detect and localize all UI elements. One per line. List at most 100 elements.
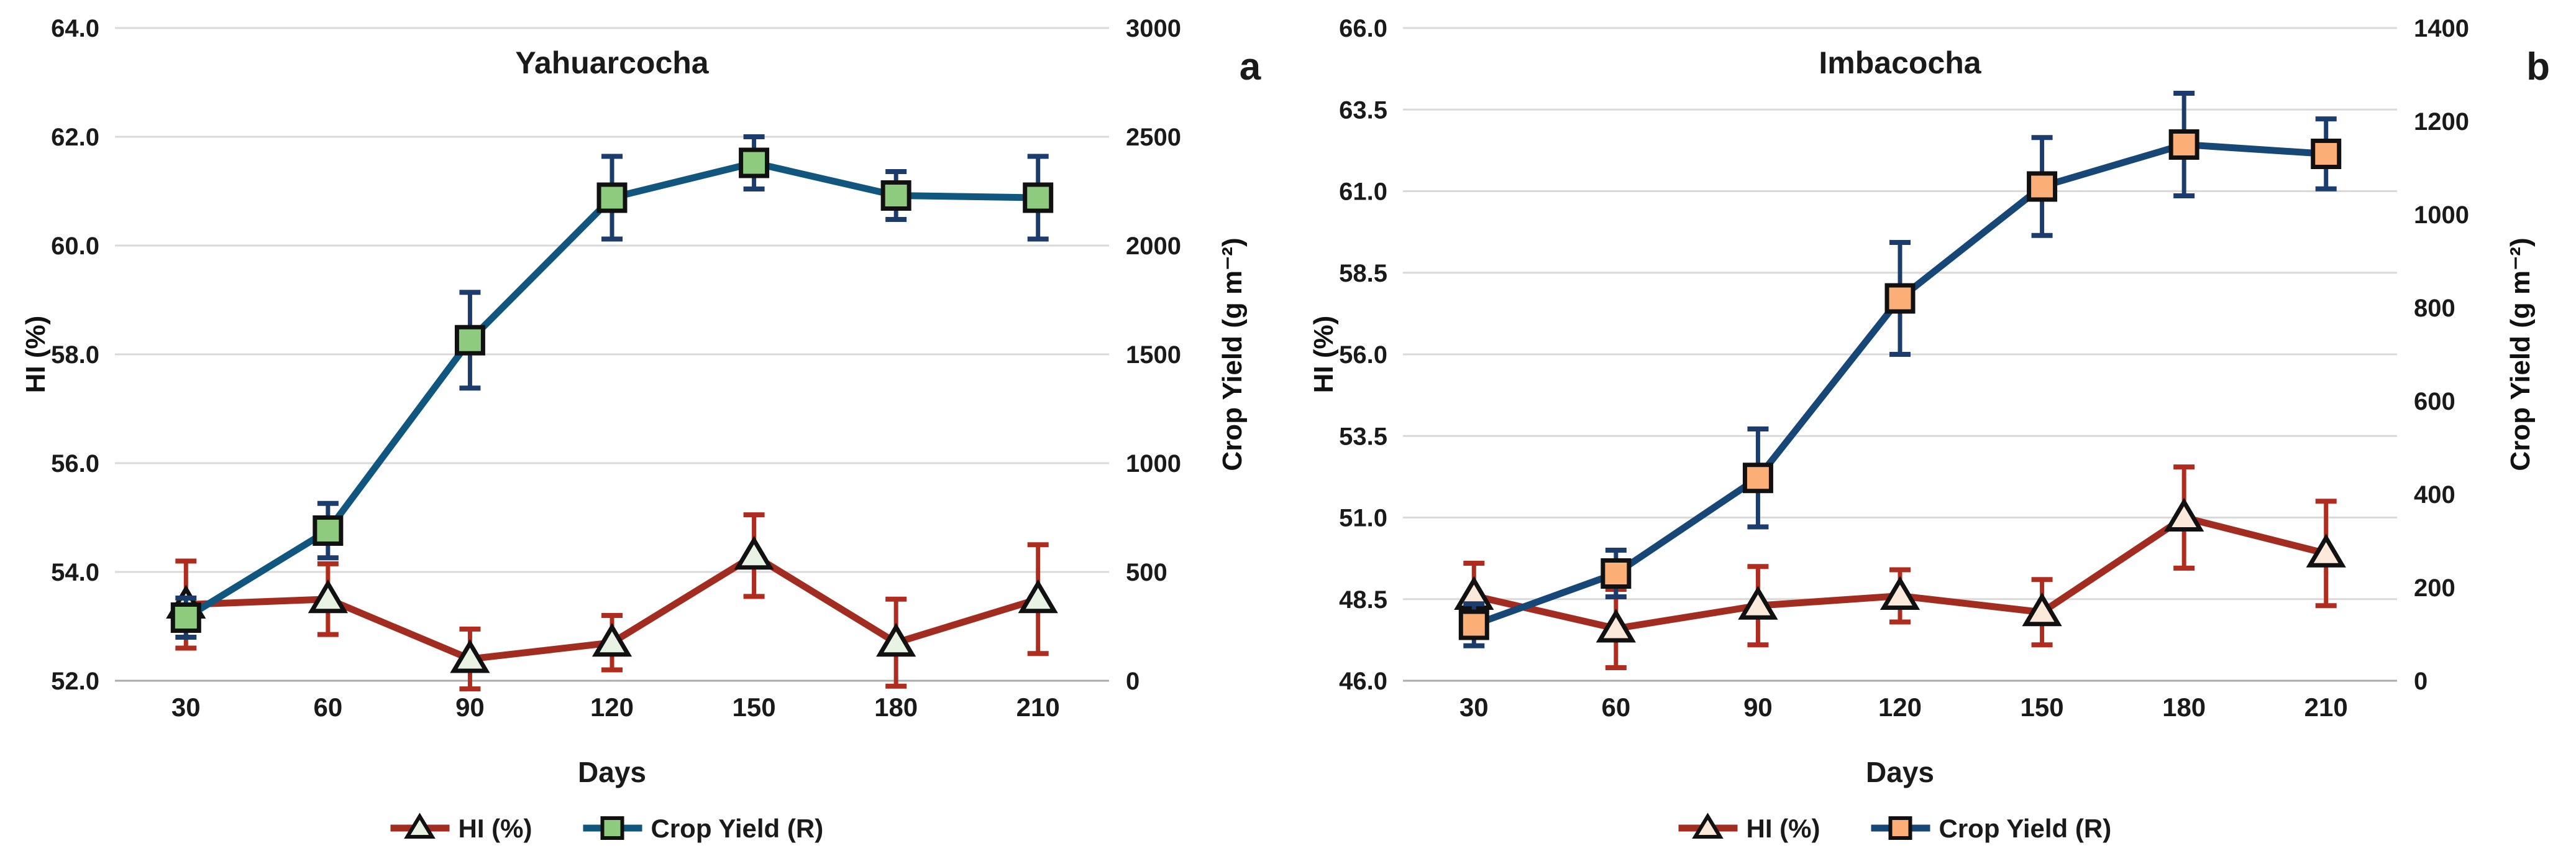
left-axis-tick-label: 60.0 [51,233,99,260]
right-axis-tick-label: 1400 [2414,15,2469,42]
panel-letter: a [1240,45,1261,88]
right-axis-tick-label: 0 [2414,668,2428,695]
left-axis-tick-label: 48.5 [1339,586,1387,614]
data-point-marker [734,535,774,570]
legend-label: HI (%) [1747,814,1820,843]
x-axis-tick-label: 30 [171,693,201,722]
data-point-marker [1458,609,1489,640]
x-axis-title: Days [578,756,646,788]
chart-panel-imbacocha: 66.0 63.5 61.0 58.5 56.0 53.5 51.0 48.5 46.0 1400… [1288,0,2576,866]
data-point-marker [170,602,201,633]
x-axis-tick-label: 120 [1878,693,1922,722]
left-axis-tick-label: 56.0 [1339,341,1387,369]
left-axis-tick-label: 53.5 [1339,423,1387,450]
right-axis-tick-label: 1000 [1126,450,1181,477]
left-axis-tick-label: 46.0 [1339,668,1387,695]
left-axis-tick-label: 51.0 [1339,505,1387,532]
right-axis-tick-label: 2000 [1126,233,1181,260]
chart-background [1288,0,2576,866]
data-point-marker [450,639,490,673]
right-axis-tick-label: 1000 [2414,201,2469,229]
right-axis-tick-label: 0 [1126,668,1140,695]
data-point-marker [2306,533,2346,568]
right-axis-tick-label: 500 [1126,559,1167,586]
data-point-marker [876,622,916,657]
left-axis-tick-label: 54.0 [51,559,99,586]
x-axis-tick-label: 210 [1016,693,1060,722]
x-axis-tick-label: 60 [313,693,342,722]
left-axis-tick-label: 52.0 [51,668,99,695]
x-axis-tick-label: 210 [2304,693,2348,722]
legend-marker-square [600,816,624,840]
gridlines [115,27,1109,682]
right-axis-tick-label: 3000 [1126,15,1181,42]
legend-marker-square [1888,816,1912,840]
left-axis-tick-label: 58.0 [51,341,99,369]
left-axis-tick-label: 61.0 [1339,178,1387,206]
chart-b-svg: 66.0 63.5 61.0 58.5 56.0 53.5 51.0 48.5 46.0 1400… [1288,0,2576,866]
x-axis-tick-label: 90 [455,693,485,722]
data-point-marker [1738,586,1778,620]
left-axis-title: HI (%) [1309,316,1339,394]
right-axis-tick-label: 400 [2414,481,2455,509]
data-point-marker [2168,129,2199,160]
panel-letter: b [2526,45,2550,88]
legend-label: Crop Yield (R) [1939,814,2112,843]
chart-title: Imbacocha [1819,45,1981,80]
data-point-marker [591,622,633,657]
data-point-marker [1884,283,1916,314]
left-axis-tick-label: 62.0 [51,124,99,151]
data-point-marker [596,182,628,213]
x-axis-tick-label: 150 [2021,693,2064,722]
right-axis-tick-label: 2500 [1126,124,1181,151]
legend-marker-triangle [1692,813,1724,839]
left-axis-tick-label: 66.0 [1339,15,1387,42]
legend: HI (%) Crop Yield (R) [390,813,824,843]
chart-background [0,0,1288,866]
data-point-marker [1742,463,1773,494]
x-axis-tick-label: 30 [1459,693,1489,722]
x-axis-tick-label: 180 [2162,693,2206,722]
data-point-marker [308,579,348,614]
left-axis-tick-label: 58.5 [1339,260,1387,287]
data-point-marker [454,325,485,356]
right-axis-title: Crop Yield (g m⁻²) [2505,237,2536,471]
right-axis-tick-label: 800 [2414,295,2455,322]
x-axis-title: Days [1866,756,1934,788]
left-axis-tick-label: 64.0 [51,15,99,42]
data-point-marker [2164,497,2204,532]
x-axis-tick-label: 60 [1601,693,1630,722]
data-point-marker [1879,576,1921,610]
left-axis-tick-label: 63.5 [1339,96,1387,124]
data-point-marker [2311,139,2342,169]
series-hi [166,512,1058,692]
left-axis-tick-label: 56.0 [51,450,99,477]
right-axis-tick-label: 1200 [2414,108,2469,136]
x-axis-tick-label: 150 [733,693,776,722]
data-point-marker [1596,609,1636,643]
x-axis-tick-label: 90 [1743,693,1773,722]
right-axis-tick-label: 200 [2414,574,2455,602]
data-point-marker [1018,579,1058,614]
data-point-marker [880,180,911,211]
data-point-marker [2022,592,2062,627]
legend-label: HI (%) [459,814,532,843]
x-axis-tick-label: 120 [590,693,634,722]
legend-label: Crop Yield (R) [651,814,824,843]
data-point-marker [1023,182,1054,213]
left-axis-title: HI (%) [21,316,51,394]
x-axis-tick-label: 180 [874,693,918,722]
data-point-marker [739,147,770,178]
chart-a-svg: 64.0 62.0 60.0 58.0 56.0 54.0 52.0 3000 2500 2000… [0,0,1288,866]
data-point-marker [1601,558,1632,589]
right-axis-tick-label: 600 [2414,388,2455,415]
chart-title: Yahuarcocha [515,45,709,80]
series-crop-yield [1458,91,2342,648]
data-point-marker [2027,171,2058,202]
data-point-marker [313,515,344,546]
right-axis-title: Crop Yield (g m⁻²) [1217,237,1248,471]
chart-panel-yahuarcocha: 64.0 62.0 60.0 58.0 56.0 54.0 52.0 3000 2500 2000… [0,0,1288,866]
legend: HI (%) Crop Yield (R) [1678,813,2112,843]
legend-marker-triangle [404,813,436,839]
